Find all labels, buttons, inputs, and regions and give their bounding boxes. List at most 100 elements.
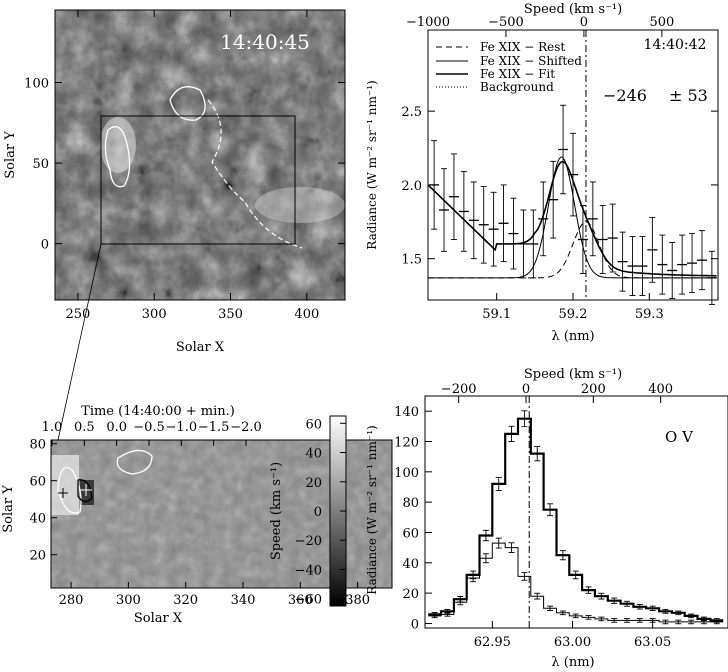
panel-b-timestamp: 14:40:42 <box>644 37 707 53</box>
panel-c-top-tick-label: −1.0 <box>166 420 198 435</box>
panel-d-xtick-label: 63.05 <box>634 635 671 650</box>
panel-c-colorbar-tick-label: 0 <box>314 505 322 520</box>
panel-b-velocity-error: ± 53 <box>669 86 708 105</box>
panel-b-ytick-label: 2.0 <box>401 179 422 194</box>
panel-d-ytick-label: 100 <box>394 466 419 481</box>
panel-a-ytick-label: 100 <box>24 77 49 92</box>
panel-d-top-tick-label: −200 <box>441 382 477 397</box>
panel-c-top-label: Time (14:40:00 + min.) <box>81 404 235 419</box>
panel-c-ytick-label: 20 <box>29 549 46 564</box>
panel-a-contour-dashed <box>207 99 303 249</box>
panel-a-xtick-label: 400 <box>294 307 319 322</box>
panel-c-xtick-label: 280 <box>59 593 84 608</box>
panel-b-fit-curve <box>427 160 717 277</box>
panel-b-ytick-label: 2.5 <box>401 105 422 120</box>
panel-c-top-tick-label: −2.0 <box>230 420 262 435</box>
panel-c-top-tick-label: 0.0 <box>106 420 127 435</box>
panel-d-annotation: O V <box>665 428 694 446</box>
legend-background: Background <box>480 80 554 94</box>
panel-d-ytick-label: 140 <box>394 405 419 420</box>
panel-b-xlabel: λ (nm) <box>551 329 594 344</box>
panel-d-plot <box>428 396 724 628</box>
panel-c-colorbar-tick-label: 20 <box>305 476 322 491</box>
panel-d-ytick-label: 60 <box>402 526 419 541</box>
panel-d-ytick-label: 0 <box>411 617 419 632</box>
panel-b-ticks: 59.1 59.2 59.3 1.5 2.0 2.5 −1000 −500 0 500 <box>401 15 718 322</box>
zoom-connector-left <box>57 243 102 441</box>
panel-c-ytick-label: 80 <box>29 438 46 453</box>
panel-d-xtick-label: 62.95 <box>474 635 511 650</box>
panel-b-xtick-label: 59.3 <box>635 307 664 322</box>
panel-c-frame <box>50 439 393 589</box>
panel-a-ticks: 250 300 350 400 0 50 100 <box>24 10 345 322</box>
panel-d-ytick-label: 40 <box>402 557 419 572</box>
panel-c-top-tick-label: −0.5 <box>133 420 165 435</box>
panel-a-timestamp: 14:40:45 <box>220 30 310 54</box>
panel-c-colorbar-tick-label: −20 <box>295 534 322 549</box>
panel-b-xtick-label: 59.1 <box>482 307 511 322</box>
panel-c-bright-patch <box>51 455 79 515</box>
panel-b-ytick-label: 1.5 <box>401 253 422 268</box>
panel-b-plot <box>427 30 717 305</box>
panel-a-bright-region <box>100 117 136 173</box>
panel-d-top-tick-label: 0 <box>522 382 530 397</box>
panel-c-xtick-label: 320 <box>173 593 198 608</box>
panel-d-top-tick-label: 400 <box>648 382 673 397</box>
panel-b-shifted-curve <box>428 156 717 279</box>
panel-b-top-tick-label: 0 <box>580 15 588 30</box>
panel-a-zoom-box <box>100 115 296 245</box>
panel-c-contour-3 <box>116 449 153 475</box>
panel-c-contour-2 <box>77 479 93 503</box>
panel-c-ytick-label: 40 <box>29 512 46 527</box>
legend-rest: Fe XIX − Rest <box>480 40 565 54</box>
panel-c-colorbar-tick-label: −60 <box>295 593 322 608</box>
panel-d-component-histogram <box>428 542 724 623</box>
panel-c-top-tick-label: −1.5 <box>198 420 230 435</box>
panel-a-bright-loop <box>255 187 345 223</box>
panel-d-top-tick-label: 200 <box>581 382 606 397</box>
panel-d-ytick-label: 20 <box>402 587 419 602</box>
panel-c-ytick-label: 60 <box>29 475 46 490</box>
panel-a-ylabel: Solar Y <box>3 131 18 179</box>
panel-b: 59.1 59.2 59.3 1.5 2.0 2.5 −1000 −500 0 500 Speed… <box>365 2 719 344</box>
panel-b-top-tick-label: −500 <box>488 15 524 30</box>
panel-d-ticks: 62.95 63.00 63.05 0 20 40 60 80 100 120 140 −200 0 20… <box>394 382 673 650</box>
panel-d-top-label: Speed (km s⁻¹) <box>524 367 622 382</box>
panel-a-xtick-label: 250 <box>65 307 90 322</box>
panel-b-ylabel: Radiance (W m⁻² sr⁻¹ nm⁻¹) <box>365 80 379 249</box>
panel-b-velocity: −246 <box>603 86 647 105</box>
panel-b-top-tick-label: 500 <box>649 15 674 30</box>
panel-d-ylabel: Radiance (W m⁻² sr⁻¹ nm⁻¹) <box>365 425 379 594</box>
panel-d-frame <box>424 395 728 629</box>
panel-d-total-histogram <box>428 417 724 622</box>
panel-c-colorbar-tick-label: 60 <box>305 417 322 432</box>
panel-a-xlabel: Solar X <box>176 340 225 355</box>
panel-c-xtick-label: 340 <box>231 593 256 608</box>
panel-c-colorbar-tick-label: −40 <box>295 563 322 578</box>
panel-a: 250 300 350 400 0 50 100 14:40:45 Solar X Sola… <box>3 9 346 355</box>
panel-d-xtick-label: 63.00 <box>554 635 591 650</box>
panel-a-xtick-label: 350 <box>218 307 243 322</box>
panel-c-ylabel: Solar Y <box>1 485 16 533</box>
panel-b-legend: Fe XIX − Rest Fe XIX − Shifted Fe XIX − … <box>436 40 582 94</box>
panel-a-contour-1 <box>104 126 131 188</box>
panel-c-colorbar-ticks: 60 40 20 0 −20 −40 −60 <box>295 417 346 608</box>
panel-a-xtick-label: 300 <box>142 307 167 322</box>
panel-a-frame <box>54 9 346 301</box>
panel-b-rest-curve <box>428 221 717 279</box>
panel-b-top-label: Speed (km s⁻¹) <box>524 2 622 17</box>
panel-c-xtick-label: 360 <box>288 593 313 608</box>
panel-c-xlabel: Solar X <box>134 611 183 626</box>
panel-c-top-tick-label: 0.5 <box>74 420 95 435</box>
panel-d-ytick-label: 80 <box>402 496 419 511</box>
panel-c-colorbar-tick-label: 40 <box>305 447 322 462</box>
panel-a-ytick-label: 0 <box>41 238 49 253</box>
panel-b-top-tick-label: −1000 <box>406 15 450 30</box>
panel-d-xlabel: λ (nm) <box>551 655 594 670</box>
legend-shifted: Fe XIX − Shifted <box>480 54 582 68</box>
panel-a-ytick-label: 50 <box>32 157 49 172</box>
panel-c-colorbar-label: Speed (km s⁻¹) <box>269 462 284 560</box>
